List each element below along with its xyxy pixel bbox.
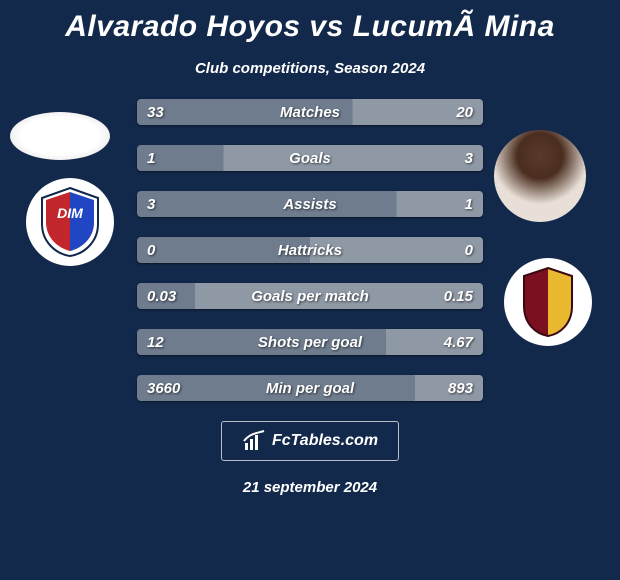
club-badge-left: DIM [26, 178, 114, 266]
player-right-photo [494, 130, 586, 222]
source-logo-text: FcTables.com [272, 432, 378, 450]
stat-label: Goals [137, 150, 483, 167]
stat-label: Hattricks [137, 242, 483, 259]
stat-right-value: 1 [465, 196, 473, 213]
stat-row: 1Goals3 [137, 145, 483, 171]
stat-row: 3660Min per goal893 [137, 375, 483, 401]
comparison-card: Alvarado Hoyos vs LucumÃ Mina Club compe… [0, 0, 620, 580]
stat-right-value: 893 [448, 380, 473, 397]
stat-label: Assists [137, 196, 483, 213]
svg-text:DIM: DIM [57, 205, 83, 221]
stat-right-value: 4.67 [444, 334, 473, 351]
player-left-photo [10, 112, 110, 160]
stat-label: Goals per match [137, 288, 483, 305]
stat-right-value: 0.15 [444, 288, 473, 305]
nt-badge-icon [520, 266, 576, 338]
stat-row: 0Hattricks0 [137, 237, 483, 263]
chart-icon [242, 429, 266, 453]
subtitle: Club competitions, Season 2024 [0, 60, 620, 77]
date-text: 21 september 2024 [0, 479, 620, 496]
club-badge-right [504, 258, 592, 346]
stat-right-value: 20 [456, 104, 473, 121]
stat-right-value: 0 [465, 242, 473, 259]
stat-row: 12Shots per goal4.67 [137, 329, 483, 355]
stat-right-value: 3 [465, 150, 473, 167]
stat-label: Min per goal [137, 380, 483, 397]
stat-row: 33Matches20 [137, 99, 483, 125]
stat-label: Shots per goal [137, 334, 483, 351]
page-title: Alvarado Hoyos vs LucumÃ Mina [0, 0, 620, 44]
stat-row: 3Assists1 [137, 191, 483, 217]
stats-table: 33Matches201Goals33Assists10Hattricks00.… [137, 99, 483, 401]
dim-badge-icon: DIM [38, 186, 102, 258]
source-logo: FcTables.com [221, 421, 399, 461]
stat-row: 0.03Goals per match0.15 [137, 283, 483, 309]
stat-label: Matches [137, 104, 483, 121]
